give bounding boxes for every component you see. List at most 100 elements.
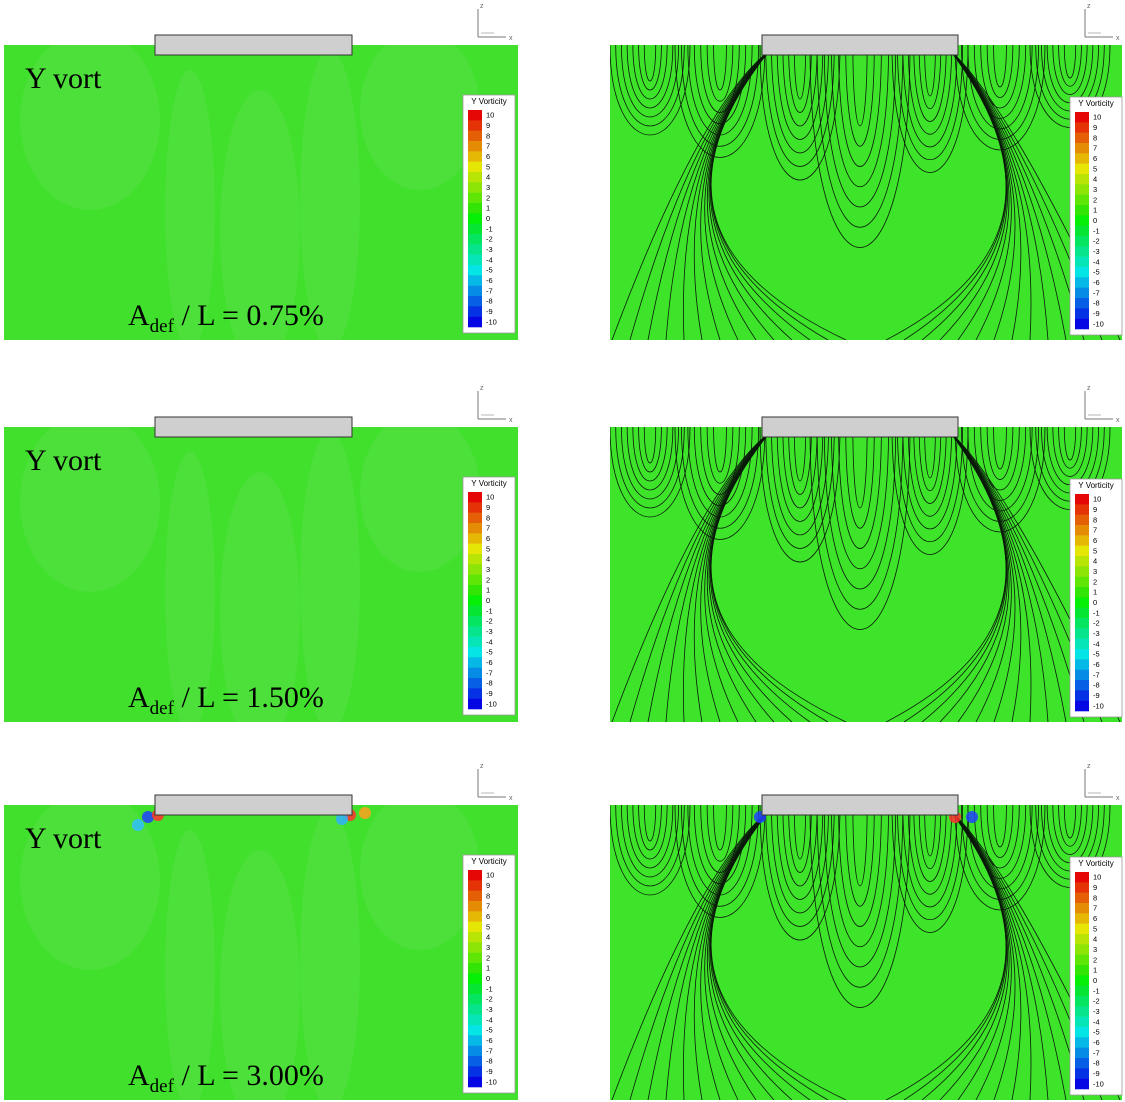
- streamline: [615, 427, 685, 509]
- streamline: [1063, 427, 1077, 461]
- colorbar-tick-label: 1: [486, 964, 490, 973]
- colorbar-tick-label: -5: [486, 266, 493, 275]
- streamline: [643, 45, 657, 82]
- streamline: [838, 427, 882, 549]
- colorbar-swatch: [1075, 287, 1089, 299]
- colorbar-swatch: [468, 932, 482, 943]
- colorbar-title: Y Vorticity: [1078, 481, 1113, 490]
- colorbar-swatch: [1075, 913, 1089, 924]
- colorbar-tick-label: -4: [486, 637, 493, 646]
- colorbar-swatch: [468, 254, 482, 266]
- colorbar-swatch: [1075, 923, 1089, 935]
- streamline: [638, 427, 662, 473]
- triad-label: z: [1087, 385, 1091, 392]
- colorbar-tick-label: 3: [486, 943, 490, 952]
- colorbar-tick-label: 8: [486, 891, 490, 900]
- colorbar-tick-label: 3: [1093, 945, 1097, 954]
- colorbar-swatch: [1075, 143, 1089, 154]
- colorbar-tick-label: -7: [486, 1046, 493, 1055]
- colorbar-swatch: [468, 595, 482, 606]
- colorbar-tick-label: 0: [486, 214, 490, 223]
- colorbar-tick-label: 4: [486, 173, 490, 182]
- triad-label: z: [1087, 763, 1091, 770]
- colorbar-tick-label: -5: [486, 648, 493, 657]
- caption-main: A: [128, 681, 150, 714]
- contour-region: [300, 432, 360, 722]
- colorbar-tick-label: -2: [486, 617, 493, 626]
- colorbar-swatch: [1075, 985, 1089, 997]
- plate: [154, 34, 353, 56]
- streamlines: [610, 427, 1121, 722]
- streamline: [629, 431, 771, 722]
- colorbar-swatch: [468, 223, 482, 235]
- colorbar-swatch: [1075, 1037, 1089, 1048]
- colorbar-tick-label: 6: [1093, 914, 1097, 923]
- colorbar-tick-label: 9: [486, 881, 490, 890]
- colorbar-tick-label: 7: [486, 524, 490, 533]
- streamline-panel: Y Vorticity109876543210-1-2-3-4-5-6-7-8-…: [610, 3, 1123, 340]
- streamline: [626, 427, 674, 491]
- streamline: [710, 809, 847, 1100]
- colorbar-swatch: [1075, 649, 1089, 660]
- streamline: [674, 805, 766, 918]
- colorbar-tick-label: -3: [486, 245, 493, 254]
- colorbar-swatch: [468, 911, 482, 922]
- colorbar-tick-label: -8: [486, 679, 493, 688]
- colorbar-tick-label: 6: [1093, 154, 1097, 163]
- colorbar-swatch: [468, 265, 482, 276]
- colorbar-swatch: [468, 616, 482, 627]
- streamline: [610, 45, 691, 136]
- streamline: [793, 427, 807, 482]
- colorbar-tick-label: 2: [486, 575, 490, 584]
- colorbar-tick-label: 7: [486, 902, 490, 911]
- streamline: [980, 805, 1020, 869]
- colorbar-swatch: [468, 1025, 482, 1036]
- colorbar-swatch: [1075, 576, 1089, 588]
- colorbar-tick-label: -5: [1093, 650, 1100, 659]
- streamline-panel: Y Vorticity109876543210-1-2-3-4-5-6-7-8-…: [610, 763, 1123, 1100]
- colorbar-swatch: [1075, 944, 1089, 955]
- vortex-spot: [966, 811, 978, 823]
- colorbar-tick-label: 6: [486, 152, 490, 161]
- colorbar-swatch: [468, 1004, 482, 1015]
- colorbar-tick-label: -2: [1093, 619, 1100, 628]
- colorbar-swatch: [468, 110, 482, 121]
- colorbar-tick-label: 6: [1093, 536, 1097, 545]
- colorbar-swatch: [1075, 246, 1089, 257]
- colorbar-tick-label: -1: [486, 984, 493, 993]
- colorbar-swatch: [468, 182, 482, 193]
- streamline: [1058, 805, 1082, 847]
- colorbar-tick-label: -7: [1093, 288, 1100, 297]
- colorbar-tick-label: -2: [1093, 997, 1100, 1006]
- colorbar-swatch: [1075, 225, 1089, 237]
- colorbar-tick-label: 3: [1093, 567, 1097, 576]
- colorbar-tick-label: 0: [1093, 216, 1097, 225]
- streamline: [924, 805, 936, 857]
- contour-blobs: [20, 45, 480, 340]
- colorbar-swatch: [468, 161, 482, 173]
- colorbar-swatch: [1075, 1078, 1089, 1090]
- colorbar-tick-label: -3: [1093, 629, 1100, 638]
- streamline: [897, 45, 963, 161]
- streamline: [782, 427, 818, 509]
- colorbar-swatch: [1075, 1027, 1089, 1038]
- colorbar-tick-label: 1: [486, 204, 490, 213]
- colorbar-swatch: [1075, 267, 1089, 278]
- streamline: [891, 805, 969, 933]
- colorbar-tick-label: 7: [1093, 144, 1097, 153]
- panel-caption: Adef / L = 0.75%: [128, 299, 324, 337]
- colorbar-swatch: [468, 244, 482, 255]
- colorbar-tick-label: -3: [1093, 1007, 1100, 1016]
- colorbar-tick-label: -4: [486, 1015, 493, 1024]
- streamline: [980, 427, 1020, 491]
- streamline: [776, 45, 824, 140]
- streamline: [907, 427, 953, 517]
- colorbar-tick-label: 5: [1093, 164, 1097, 173]
- colorbar-swatch: [1075, 607, 1089, 619]
- streamline: [831, 427, 889, 569]
- colorbar-tick-label: 8: [1093, 515, 1097, 524]
- colorbar-tick-label: 3: [486, 565, 490, 574]
- colorbar-swatch: [468, 870, 482, 881]
- streamline: [706, 45, 734, 102]
